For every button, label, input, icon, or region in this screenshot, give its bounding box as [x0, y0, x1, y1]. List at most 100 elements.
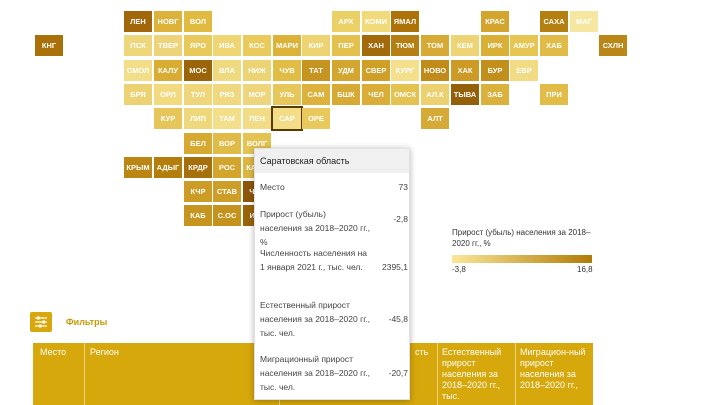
tooltip-value: -45,8 — [388, 314, 408, 324]
region-tile-БРЯ[interactable]: БРЯ — [124, 84, 152, 105]
region-tile-МАГ[interactable]: МАГ — [570, 11, 598, 32]
region-tile-НОВО[interactable]: НОВО — [421, 60, 449, 81]
tooltip-value: 73 — [398, 182, 408, 192]
region-tile-САР[interactable]: САР — [271, 106, 303, 131]
column-header-region[interactable]: Регион — [90, 347, 119, 357]
tooltip-label: Численность населения на 1 января 2021 г… — [260, 248, 368, 272]
region-tile-ОМСК[interactable]: ОМСК — [391, 84, 419, 105]
region-tile-МАРИ[interactable]: МАРИ — [273, 35, 301, 56]
region-tile-АДЫГ[interactable]: АДЫГ — [154, 157, 182, 178]
tooltip-value: -20,7 — [388, 368, 408, 378]
region-tile-КНГ[interactable]: КНГ — [35, 35, 63, 56]
region-tile-КАБ[interactable]: КАБ — [184, 205, 212, 226]
legend-min: -3,8 — [452, 265, 466, 274]
legend-max: 16,8 — [577, 265, 593, 274]
region-tile-АЛТ[interactable]: АЛТ — [421, 108, 449, 129]
region-tile-С.ОС[interactable]: С.ОС — [213, 205, 241, 226]
region-tile-НИЖ[interactable]: НИЖ — [243, 60, 271, 81]
sliders-icon[interactable] — [30, 312, 52, 332]
region-tile-БУР[interactable]: БУР — [481, 60, 509, 81]
legend-gradient-bar — [452, 255, 592, 263]
region-tile-ТЫВА[interactable]: ТЫВА — [451, 84, 479, 105]
color-legend: Прирост (убыль) населения за 2018–2020 г… — [452, 227, 602, 275]
region-tile-САХА[interactable]: САХА — [540, 11, 568, 32]
region-tile-ТУЛ[interactable]: ТУЛ — [184, 84, 212, 105]
region-tile-РЯЗ[interactable]: РЯЗ — [213, 84, 241, 105]
tooltip-value: -2,8 — [393, 214, 408, 224]
region-tile-САМ[interactable]: САМ — [302, 84, 330, 105]
region-tile-КУРГ[interactable]: КУРГ — [391, 60, 419, 81]
column-header-place[interactable]: Место — [40, 347, 67, 357]
region-tile-КАЛУ[interactable]: КАЛУ — [154, 60, 182, 81]
region-tile-КРАС[interactable]: КРАС — [481, 11, 509, 32]
column-divider — [84, 343, 85, 405]
filters-toggle[interactable]: Фильтры — [30, 311, 107, 333]
region-tile-ТЮМ[interactable]: ТЮМ — [391, 35, 419, 56]
region-tile-ИРК[interactable]: ИРК — [481, 35, 509, 56]
region-tile-УЛЬ[interactable]: УЛЬ — [273, 84, 301, 105]
region-tile-ПЕН[interactable]: ПЕН — [243, 108, 271, 129]
region-tile-ХАН[interactable]: ХАН — [362, 35, 390, 56]
region-tile-ТВЕР[interactable]: ТВЕР — [154, 35, 182, 56]
region-tile-КУР[interactable]: КУР — [154, 108, 182, 129]
region-tile-КЕМ[interactable]: КЕМ — [451, 35, 479, 56]
region-tile-ХАБ[interactable]: ХАБ — [540, 35, 568, 56]
tooltip-row-migration-growth: Миграционный прирост населения за 2018–2… — [260, 352, 408, 394]
column-header-population-partial[interactable]: сть — [415, 347, 429, 357]
region-tile-СМОЛ[interactable]: СМОЛ — [124, 60, 152, 81]
region-tooltip: Саратовская область Место 73 Прирост (уб… — [254, 148, 410, 400]
region-tile-МОС[interactable]: МОС — [184, 60, 212, 81]
region-tile-СХЛН[interactable]: СХЛН — [599, 35, 627, 56]
region-tile-ХАК[interactable]: ХАК — [451, 60, 479, 81]
region-tile-КОМИ[interactable]: КОМИ — [362, 11, 390, 32]
tooltip-row-natural-growth: Естественный прирост населения за 2018–2… — [260, 298, 408, 340]
tooltip-label: Место — [260, 182, 285, 192]
region-tile-АЛ.К[interactable]: АЛ.К — [421, 84, 449, 105]
region-tile-СВЕР[interactable]: СВЕР — [362, 60, 390, 81]
region-tile-ЯРО[interactable]: ЯРО — [184, 35, 212, 56]
tooltip-label: Миграционный прирост населения за 2018–2… — [260, 354, 370, 392]
tooltip-label: Естественный прирост населения за 2018–2… — [260, 300, 370, 338]
region-tile-КРДР[interactable]: КРДР — [184, 157, 212, 178]
region-tile-ЛЕН[interactable]: ЛЕН — [124, 11, 152, 32]
region-tile-ТАМ[interactable]: ТАМ — [213, 108, 241, 129]
region-tile-ВЛА[interactable]: ВЛА — [213, 60, 241, 81]
region-tile-ИВА[interactable]: ИВА — [213, 35, 241, 56]
column-divider — [437, 343, 438, 405]
region-tile-ОРЕ[interactable]: ОРЕ — [302, 108, 330, 129]
region-tile-МОР[interactable]: МОР — [243, 84, 271, 105]
region-tile-ТАТ[interactable]: ТАТ — [302, 60, 330, 81]
region-tile-ТОМ[interactable]: ТОМ — [421, 35, 449, 56]
tooltip-value: 2395,1 — [382, 262, 408, 272]
tooltip-row-place: Место 73 — [260, 180, 408, 194]
region-tile-КИР[interactable]: КИР — [302, 35, 330, 56]
region-tile-УДМ[interactable]: УДМ — [332, 60, 360, 81]
region-tile-КРЫМ[interactable]: КРЫМ — [124, 157, 152, 178]
region-tile-ПРИ[interactable]: ПРИ — [540, 84, 568, 105]
region-tile-ЧЕЛ[interactable]: ЧЕЛ — [362, 84, 390, 105]
region-tile-РОС[interactable]: РОС — [213, 157, 241, 178]
region-tile-БШК[interactable]: БШК — [332, 84, 360, 105]
region-tile-ЗАБ[interactable]: ЗАБ — [481, 84, 509, 105]
filters-label[interactable]: Фильтры — [66, 317, 108, 327]
region-tile-СТАВ[interactable]: СТАВ — [213, 181, 241, 202]
region-tile-ЯМАЛ[interactable]: ЯМАЛ — [391, 11, 419, 32]
region-tile-КЧР[interactable]: КЧР — [184, 181, 212, 202]
region-tile-ВОЛ[interactable]: ВОЛ — [184, 11, 212, 32]
region-tile-НОВГ[interactable]: НОВГ — [154, 11, 182, 32]
tooltip-title: Саратовская область — [255, 149, 409, 173]
region-tile-КОС[interactable]: КОС — [243, 35, 271, 56]
region-tile-ОРЛ[interactable]: ОРЛ — [154, 84, 182, 105]
column-header-natural-growth[interactable]: Естественный прирост населения за 2018–2… — [442, 347, 502, 401]
tooltip-row-growth-percent: Прирост (убыль) населения за 2018–2020 г… — [260, 207, 408, 249]
region-tile-ЛИП[interactable]: ЛИП — [184, 108, 212, 129]
column-header-migration-growth[interactable]: Миграцион-ный прирост населения за 2018–… — [520, 347, 586, 390]
region-tile-АРХ[interactable]: АРХ — [332, 11, 360, 32]
region-tile-АМУР[interactable]: АМУР — [510, 35, 538, 56]
region-tile-ВОР[interactable]: ВОР — [213, 133, 241, 154]
region-tile-ПСК[interactable]: ПСК — [124, 35, 152, 56]
region-tile-ЧУВ[interactable]: ЧУВ — [273, 60, 301, 81]
region-tile-БЕЛ[interactable]: БЕЛ — [184, 133, 212, 154]
region-tile-ПЕР[interactable]: ПЕР — [332, 35, 360, 56]
region-tile-ЕВР[interactable]: ЕВР — [510, 60, 538, 81]
